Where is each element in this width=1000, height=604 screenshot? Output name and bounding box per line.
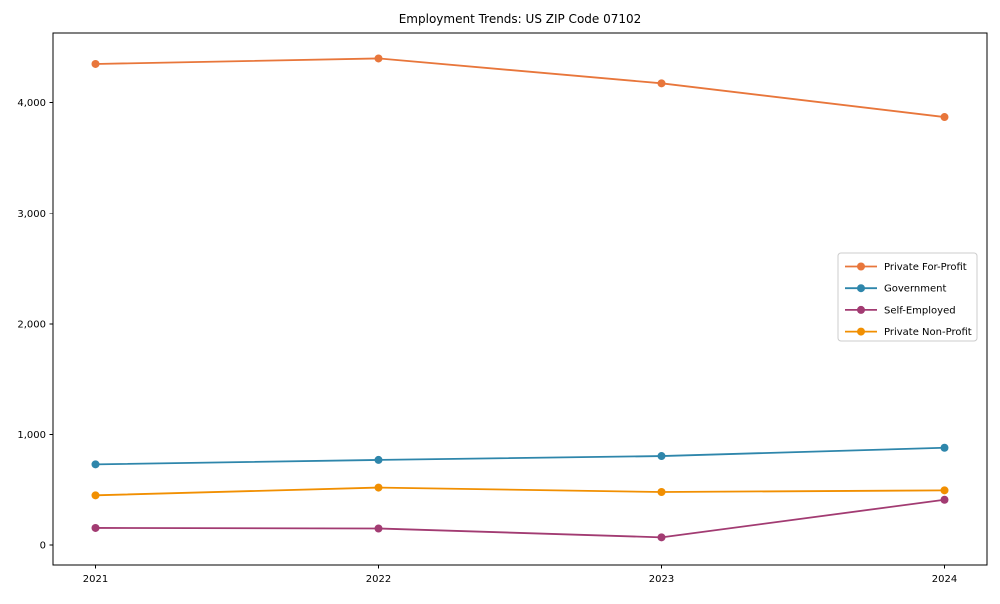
legend-label: Self-Employed xyxy=(884,305,956,316)
data-point xyxy=(657,79,666,88)
data-point xyxy=(657,533,666,542)
y-tick-label: 4,000 xyxy=(17,98,46,109)
data-point xyxy=(91,59,100,68)
series-line xyxy=(94,57,946,118)
legend-label: Government xyxy=(884,284,946,295)
legend-marker-icon xyxy=(857,284,865,293)
x-tick-label: 2021 xyxy=(83,574,108,585)
legend-item: Government xyxy=(845,284,946,295)
data-point xyxy=(940,443,949,452)
data-point xyxy=(374,524,383,533)
data-point xyxy=(374,54,383,63)
data-point xyxy=(657,488,666,497)
x-tick-label: 2023 xyxy=(649,574,674,585)
plot-border xyxy=(52,32,988,566)
legend-label: Private Non-Profit xyxy=(884,327,972,338)
data-point xyxy=(374,483,383,492)
legend-box xyxy=(837,252,978,342)
data-point xyxy=(374,455,383,464)
legend-label: Private For-Profit xyxy=(884,262,967,273)
y-tick-label: 2,000 xyxy=(17,319,46,330)
legend-item: Private For-Profit xyxy=(845,262,967,273)
y-tick-label: 1,000 xyxy=(17,430,46,441)
legend-marker-icon xyxy=(857,305,865,314)
series-line xyxy=(94,498,946,539)
y-tick-label: 3,000 xyxy=(17,209,46,220)
legend-item: Private Non-Profit xyxy=(845,327,972,338)
plot-area: 0 1,000 2,000 3,000 4,000 2021 2022 2023 2024 Pri… xyxy=(17,32,988,585)
legend-marker-icon xyxy=(857,262,865,271)
data-point xyxy=(940,495,949,504)
legend: Private For-Profit Government Self-Employe… xyxy=(837,252,978,342)
data-point xyxy=(657,452,666,461)
x-tick-label: 2022 xyxy=(366,574,391,585)
data-point xyxy=(91,491,100,500)
data-point xyxy=(91,460,100,469)
series-line xyxy=(94,446,946,466)
data-point xyxy=(91,523,100,532)
data-point xyxy=(940,486,949,495)
x-tick-label: 2024 xyxy=(932,574,957,585)
legend-item: Self-Employed xyxy=(845,305,956,316)
legend-marker-icon xyxy=(857,327,865,336)
y-tick-label: 0 xyxy=(40,541,46,552)
data-point xyxy=(940,113,949,122)
series-line xyxy=(94,486,946,497)
chart-title: Employment Trends: US ZIP Code 07102 xyxy=(399,12,642,26)
